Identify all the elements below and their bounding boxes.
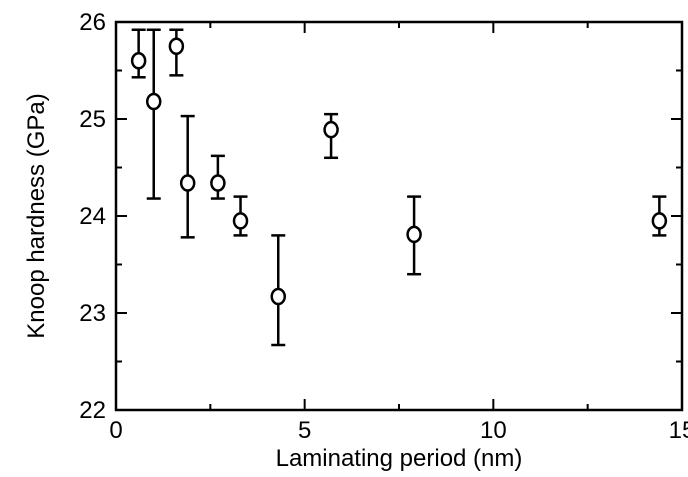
open-circle-marker xyxy=(210,174,226,192)
y-tick-label: 22 xyxy=(79,397,106,424)
open-circle-marker xyxy=(179,174,196,192)
open-circle-marker xyxy=(168,37,185,55)
x-tick-label: 0 xyxy=(109,417,122,444)
open-circle-marker xyxy=(651,212,668,230)
data-point xyxy=(323,112,339,160)
x-axis-title: Laminating period (nm) xyxy=(276,445,523,472)
open-circle-marker xyxy=(406,225,422,244)
axis-ticks xyxy=(115,21,683,411)
open-circle-marker xyxy=(232,212,249,230)
data-points xyxy=(130,28,668,347)
data-point xyxy=(651,195,668,237)
open-circle-marker xyxy=(145,92,162,111)
data-point xyxy=(406,195,422,276)
data-point xyxy=(168,28,185,77)
data-point xyxy=(232,195,249,237)
axis-tick-labels: 0 5 10 15 22 23 24 25 26 xyxy=(79,9,688,444)
y-tick-label: 26 xyxy=(79,9,106,36)
y-tick-label: 25 xyxy=(79,106,106,133)
data-point xyxy=(130,28,147,79)
x-tick-label: 5 xyxy=(298,417,311,444)
data-point xyxy=(179,114,196,239)
open-circle-marker xyxy=(270,287,287,306)
data-point xyxy=(145,28,162,200)
y-tick-label: 24 xyxy=(79,203,106,230)
y-axis-title: Knoop hardness (GPa) xyxy=(23,93,50,338)
data-point xyxy=(210,154,226,200)
x-tick-label: 15 xyxy=(669,417,688,444)
x-tick-label: 10 xyxy=(480,417,507,444)
open-circle-marker xyxy=(323,120,339,139)
plot-frame xyxy=(114,20,684,412)
y-tick-label: 23 xyxy=(79,300,106,327)
open-circle-marker xyxy=(130,52,147,70)
data-point xyxy=(270,234,287,347)
